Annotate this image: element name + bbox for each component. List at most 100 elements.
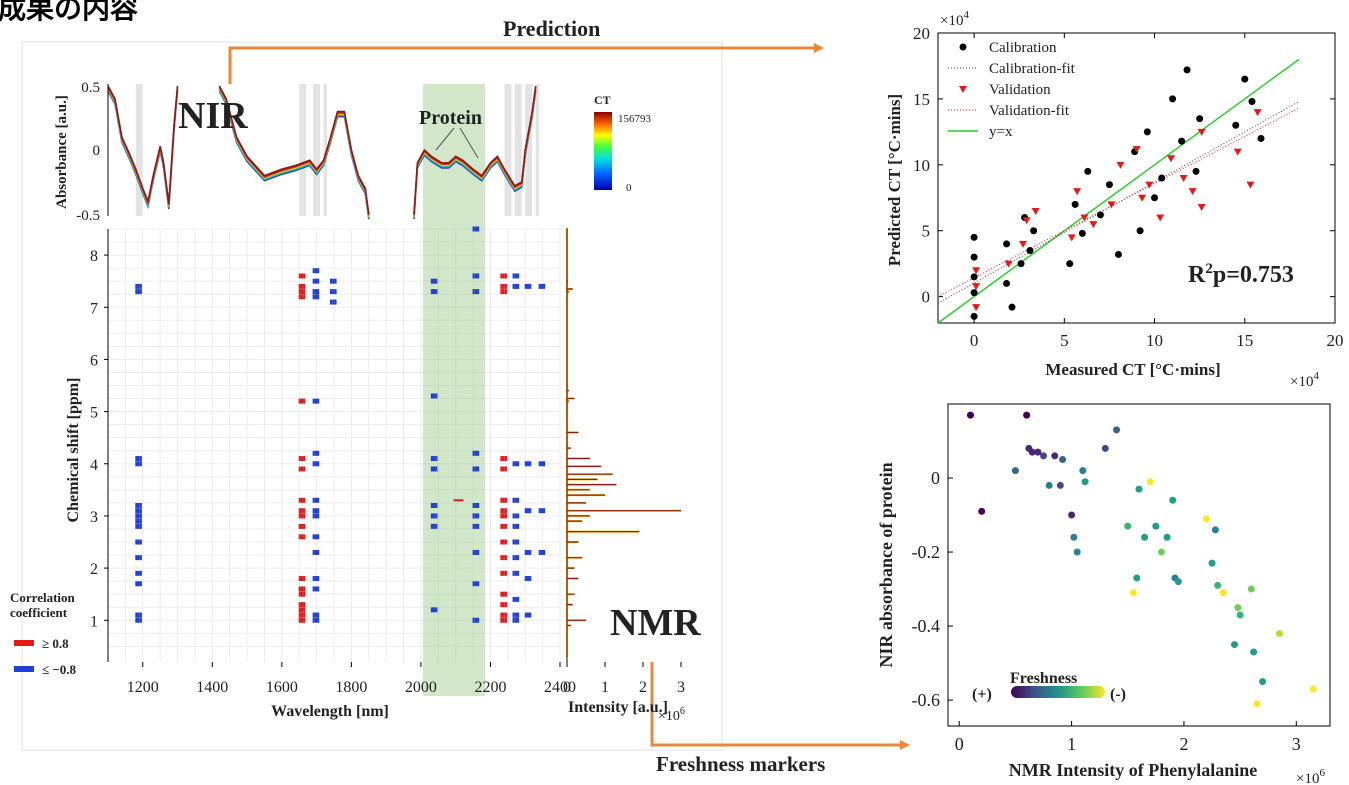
- correlation-mark: [300, 466, 304, 472]
- correlation-mark: [529, 576, 532, 582]
- x-tick-label: 3: [1292, 734, 1301, 754]
- nir-spectrum-line: [413, 85, 537, 215]
- correlation-mark: [476, 502, 480, 508]
- correlation-mark: [298, 289, 301, 295]
- correlation-mark: [303, 586, 306, 592]
- correlation-mark: [474, 549, 477, 555]
- correlation-mark: [135, 508, 138, 514]
- correlation-mark: [314, 576, 318, 582]
- ct-colorbar-min: 0: [626, 182, 632, 194]
- freshness-point: [1250, 648, 1258, 656]
- correlation-mark: [135, 581, 138, 587]
- correlation-mark: [430, 278, 434, 284]
- correlation-mark: [504, 602, 507, 608]
- corr-x-ticks: 1200 1400 1600 1800 2000 2200 2400: [127, 662, 576, 696]
- correlation-mark: [300, 607, 304, 613]
- calibration-point: [1078, 229, 1086, 237]
- correlation-mark: [524, 283, 527, 289]
- freshness-point: [1068, 511, 1076, 519]
- corr-legend-neg-label: ≤ −0.8: [42, 662, 77, 677]
- correlation-mark: [135, 283, 138, 289]
- freshness-point: [1028, 448, 1036, 456]
- calibration-point: [1003, 240, 1011, 248]
- correlation-mark: [476, 226, 480, 232]
- y-tick-label: 0: [922, 288, 931, 307]
- correlation-mark: [137, 539, 140, 545]
- corr-xlabel: Wavelength [nm]: [271, 703, 389, 720]
- freshness-chart: 0 1 2 3 0 -0.2 -0.4 -0.6 NMR Intensity of Pheny…: [876, 403, 1331, 785]
- legend-calibration-marker: [959, 43, 967, 51]
- correlation-mark: [504, 508, 507, 514]
- correlation-mark: [514, 513, 517, 519]
- y-tick-label: 15: [913, 90, 930, 109]
- calibration-point: [1257, 134, 1265, 142]
- correlation-mark: [139, 461, 142, 467]
- correlation-mark: [300, 523, 304, 529]
- correlation-mark: [516, 570, 520, 576]
- correlation-mark: [512, 555, 515, 561]
- calibration-point: [1066, 260, 1074, 268]
- freshness-point: [1231, 641, 1238, 649]
- x-tick-label: 1400: [196, 679, 228, 696]
- correlation-mark: [300, 456, 304, 462]
- correlation-mark: [512, 497, 515, 503]
- correlation-mark: [139, 570, 142, 576]
- correlation-mark: [317, 576, 320, 582]
- correlation-mark: [298, 534, 301, 540]
- correlation-mark: [526, 508, 530, 514]
- freshness-point: [1124, 522, 1132, 530]
- nmr-spectrum-curve: [566, 228, 681, 658]
- correlation-mark: [514, 570, 517, 576]
- correlation-mark: [334, 299, 337, 305]
- correlation-mark: [474, 289, 477, 295]
- correlation-mark: [303, 508, 306, 514]
- calibration-point: [1030, 227, 1038, 235]
- freshness-point: [1040, 452, 1047, 460]
- correlation-mark: [514, 539, 517, 545]
- correlation-mark: [514, 461, 517, 467]
- correlation-mark: [430, 607, 434, 613]
- correlation-mark: [314, 586, 318, 592]
- correlation-mark: [516, 497, 520, 503]
- correlation-mark: [312, 612, 315, 618]
- correlation-mark: [514, 273, 517, 279]
- correlation-mark: [433, 502, 436, 508]
- freshness-colorbar-label: Freshness: [1010, 670, 1077, 687]
- correlation-mark: [139, 581, 142, 587]
- nmr-x-ticks: 0 1 2 3: [563, 662, 685, 696]
- calibration-point: [1143, 128, 1151, 136]
- nmr-spectrum-panel: 0 1 2 3 Intensity [a.u.] ×106 NMR: [563, 228, 701, 724]
- freshness-point: [1219, 589, 1227, 597]
- correlation-mark: [474, 617, 477, 623]
- correlation-mark: [476, 289, 480, 295]
- correlation-mark: [139, 508, 142, 514]
- nmr-label: NMR: [610, 602, 701, 644]
- correlation-mark: [512, 273, 515, 279]
- freshness-point: [1073, 548, 1081, 556]
- correlation-mark: [502, 456, 505, 462]
- correlation-mark: [514, 617, 517, 623]
- validation-point: [1019, 240, 1028, 248]
- correlation-mark: [502, 283, 505, 289]
- validation-point: [1089, 221, 1098, 229]
- correlation-mark: [298, 466, 301, 472]
- correlation-mark: [298, 456, 301, 462]
- freshness-point: [1275, 629, 1283, 637]
- correlation-mark: [472, 226, 475, 232]
- correlation-mark: [500, 591, 503, 597]
- correlation-mark: [430, 513, 434, 519]
- correlation-mark: [317, 294, 320, 300]
- x-tick-label: 2000: [405, 679, 437, 696]
- correlation-mark: [139, 539, 142, 545]
- correlation-mark: [300, 591, 304, 597]
- protein-pointer: [435, 127, 455, 151]
- correlation-mark: [303, 273, 306, 279]
- freshness-point: [1157, 548, 1165, 556]
- validation-fit-line: [937, 107, 1300, 298]
- correlation-grid: [107, 228, 561, 662]
- freshness-point: [1129, 589, 1137, 597]
- correlation-mark: [504, 539, 507, 545]
- correlation-mark: [500, 513, 503, 519]
- correlation-mark: [526, 461, 530, 467]
- correlation-mark: [540, 461, 544, 467]
